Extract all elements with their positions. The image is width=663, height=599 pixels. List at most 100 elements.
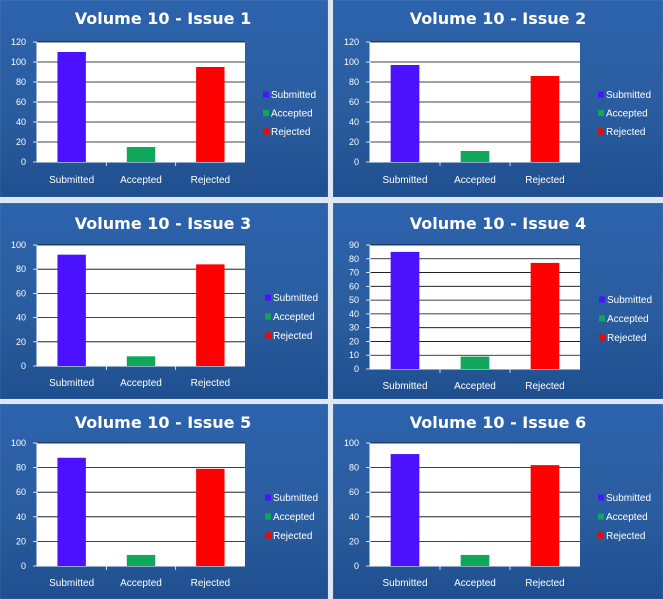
bar-submitted	[390, 454, 420, 566]
legend-label: Accepted	[273, 512, 315, 523]
legend-swatch	[263, 110, 269, 116]
x-tick-label: Rejected	[191, 378, 230, 389]
y-tick-label: 40	[349, 512, 359, 522]
y-tick-label: 20	[16, 337, 26, 347]
x-tick-label: Rejected	[191, 578, 230, 589]
bar-accepted	[460, 554, 490, 566]
legend-swatch	[598, 110, 604, 116]
chart-panel-issue-6: Volume 10 - Issue 6 0 20 40 60 80 100 Submitted…	[333, 404, 663, 599]
bar-rejected	[530, 262, 560, 369]
y-tick-label: 40	[349, 117, 359, 127]
bar-accepted	[460, 151, 490, 162]
legend-label: Rejected	[273, 531, 312, 542]
bar-submitted	[390, 251, 420, 369]
x-tick-label: Rejected	[191, 175, 230, 186]
bar-rejected	[530, 76, 560, 162]
bar-chart: Volume 10 - Issue 4 0 10 20 30 40 50 60 70 80 90 Su…	[349, 214, 652, 392]
x-tick-label: Rejected	[525, 175, 564, 186]
y-tick-label: 80	[16, 264, 26, 274]
legend-label: Submitted	[273, 293, 318, 304]
y-tick-label: 50	[349, 295, 359, 305]
y-tick-label: 70	[349, 268, 359, 278]
x-tick-label: Submitted	[49, 175, 94, 186]
x-tick-label: Accepted	[120, 175, 162, 186]
legend-swatch	[598, 513, 604, 520]
bar-chart: Volume 10 - Issue 6 0 20 40 60 80 100 Submitted…	[344, 413, 651, 589]
legend-swatch	[599, 334, 605, 341]
chart-panel-issue-3: Volume 10 - Issue 3 0 20 40 60 80 100 Submitted…	[0, 203, 328, 399]
y-tick-label: 60	[16, 487, 26, 497]
x-tick-label: Submitted	[49, 378, 94, 389]
x-tick-label: Accepted	[454, 175, 496, 186]
x-tick-label: Accepted	[120, 578, 162, 589]
bar-chart: Volume 10 - Issue 1 0 20 40 60 80 100 120 Submit…	[11, 9, 316, 186]
legend-swatch	[598, 494, 604, 501]
bar-submitted	[57, 52, 86, 162]
y-tick-label: 60	[16, 97, 26, 107]
y-tick-label: 20	[349, 536, 359, 546]
legend-swatch	[598, 128, 604, 135]
x-tick-label: Accepted	[454, 381, 496, 392]
chart-title: Volume 10 - Issue 4	[410, 214, 586, 233]
chart-panel-issue-4: Volume 10 - Issue 4 0 10 20 30 40 50 60 70 80 90 Su…	[333, 203, 663, 399]
legend-swatch	[265, 332, 271, 339]
y-tick-label: 120	[11, 37, 26, 47]
legend-swatch	[599, 315, 605, 322]
x-tick-label: Submitted	[382, 578, 427, 589]
y-tick-label: 10	[349, 350, 359, 360]
chart-title: Volume 10 - Issue 2	[410, 9, 586, 28]
legend-label: Accepted	[271, 109, 313, 120]
legend-label: Accepted	[606, 109, 648, 120]
bar-submitted	[57, 457, 86, 566]
bar-accepted	[126, 356, 156, 366]
y-tick-label: 100	[11, 240, 26, 250]
y-tick-label: 0	[354, 157, 359, 167]
y-tick-label: 40	[349, 309, 359, 319]
chart-title: Volume 10 - Issue 1	[75, 9, 251, 28]
y-tick-label: 60	[16, 288, 26, 298]
y-tick-label: 40	[16, 512, 26, 522]
legend-swatch	[598, 532, 604, 539]
y-tick-label: 40	[16, 313, 26, 323]
legend-label: Accepted	[607, 314, 649, 325]
legend-label: Accepted	[273, 312, 315, 323]
chart-title: Volume 10 - Issue 6	[410, 413, 586, 432]
legend-label: Rejected	[271, 127, 310, 138]
y-tick-label: 0	[21, 561, 26, 571]
x-tick-label: Rejected	[525, 578, 564, 589]
legend-swatch	[598, 91, 604, 98]
chart-panel-issue-5: Volume 10 - Issue 5 0 20 40 60 80 100 Submitted…	[0, 404, 328, 599]
bar-rejected	[196, 264, 225, 366]
y-tick-label: 120	[344, 37, 359, 47]
y-tick-label: 80	[16, 77, 26, 87]
bar-submitted	[390, 65, 420, 162]
legend-label: Rejected	[273, 331, 312, 342]
x-tick-label: Accepted	[454, 578, 496, 589]
bar-rejected	[196, 67, 225, 162]
y-tick-label: 60	[349, 97, 359, 107]
legend-swatch	[263, 91, 269, 98]
x-tick-label: Submitted	[49, 578, 94, 589]
y-tick-label: 60	[349, 281, 359, 291]
y-tick-label: 80	[349, 254, 359, 264]
bar-accepted	[126, 554, 156, 566]
y-tick-label: 20	[349, 137, 359, 147]
bar-chart: Volume 10 - Issue 2 0 20 40 60 80 100 120 Submit…	[344, 9, 651, 186]
y-tick-label: 30	[349, 323, 359, 333]
chart-title: Volume 10 - Issue 5	[75, 413, 251, 432]
y-tick-label: 100	[344, 438, 359, 448]
chart-panel-issue-2: Volume 10 - Issue 2 0 20 40 60 80 100 120 Submit…	[333, 0, 663, 197]
y-tick-label: 100	[11, 438, 26, 448]
x-tick-label: Submitted	[382, 175, 427, 186]
legend-label: Rejected	[606, 531, 645, 542]
legend-swatch	[265, 313, 271, 320]
y-tick-label: 60	[349, 487, 359, 497]
bar-chart: Volume 10 - Issue 3 0 20 40 60 80 100 Submitted…	[11, 214, 318, 389]
y-tick-label: 100	[344, 57, 359, 67]
y-tick-label: 20	[349, 336, 359, 346]
chart-title: Volume 10 - Issue 3	[75, 214, 251, 233]
bar-rejected	[196, 468, 225, 566]
legend-label: Accepted	[606, 512, 648, 523]
bar-chart: Volume 10 - Issue 5 0 20 40 60 80 100 Submitted…	[11, 413, 318, 589]
legend-label: Rejected	[606, 127, 645, 138]
